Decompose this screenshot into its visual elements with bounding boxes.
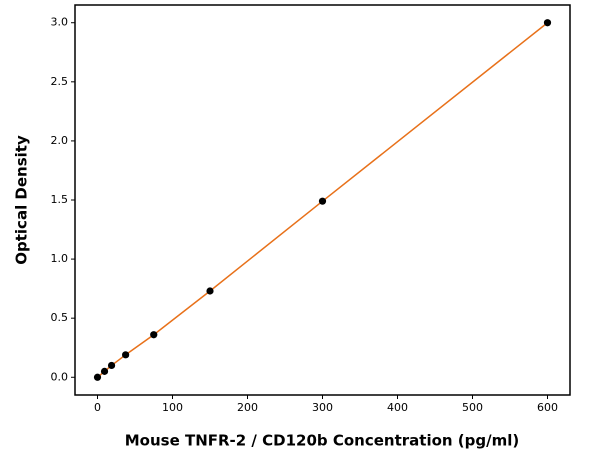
- data-point: [122, 351, 130, 359]
- x-tick-label: 200: [237, 401, 258, 414]
- x-axis-title: Mouse TNFR-2 / CD120b Concentration (pg/…: [125, 432, 520, 450]
- x-tick-label: 600: [537, 401, 558, 414]
- y-tick-label: 2.0: [51, 134, 69, 147]
- y-tick-label: 3.0: [51, 16, 69, 29]
- x-tick-label: 100: [162, 401, 183, 414]
- data-point: [100, 367, 109, 375]
- y-tick-label: 0.5: [51, 311, 69, 324]
- data-point: [150, 331, 158, 339]
- x-tick-label: 400: [387, 401, 408, 414]
- y-tick-label: 2.5: [51, 75, 69, 88]
- plot-frame: [74, 4, 571, 396]
- x-tick-label: 0: [94, 401, 101, 414]
- data-point: [318, 197, 327, 205]
- y-tick-label: 0.0: [51, 370, 69, 383]
- y-tick-label: 1.5: [51, 193, 69, 206]
- data-point: [93, 373, 102, 381]
- y-tick-label: 1.0: [51, 252, 69, 265]
- data-point: [206, 287, 214, 295]
- y-axis-title: Optical Density: [13, 135, 31, 265]
- x-tick-label: 300: [312, 401, 333, 414]
- x-tick-label: 500: [462, 401, 483, 414]
- data-point: [107, 361, 116, 370]
- data-point: [543, 19, 552, 27]
